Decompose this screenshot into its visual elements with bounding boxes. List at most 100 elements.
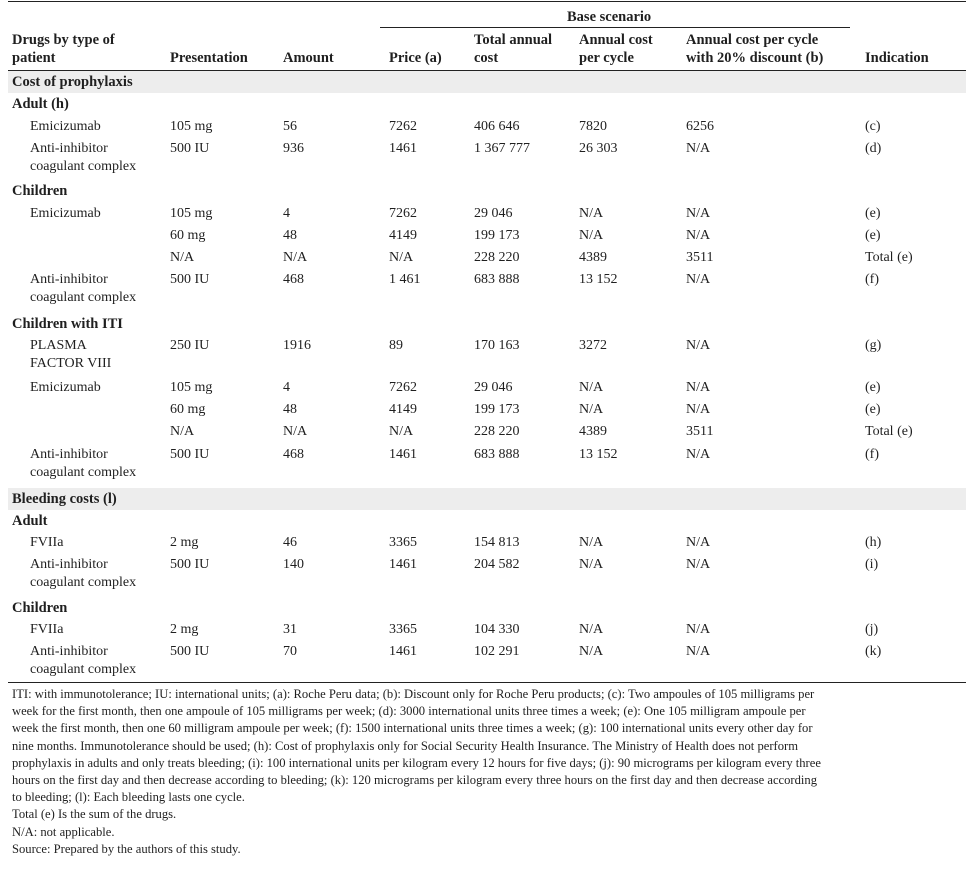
cell-amount: 936 [283,141,304,156]
cell-indication: (i) [865,557,879,572]
cell-price: 7262 [389,206,417,221]
group-children-bleeding: Children [12,600,68,616]
cell-indication: (j) [865,622,879,637]
cell-total-annual: 170 163 [474,338,520,353]
section-band-prophylaxis [8,71,966,93]
cell-drug: FACTOR VIII [30,356,112,371]
cell-total-annual: 228 220 [474,424,520,439]
base-scenario-rule [380,27,850,28]
cell-amount: 4 [283,380,290,395]
cell-annual-cycle: N/A [579,644,604,659]
cell-presentation: 105 mg [170,206,213,221]
cell-price: 1461 [389,141,417,156]
cell-drug: PLASMA [30,338,87,353]
cell-discount: N/A [686,557,711,572]
cell-annual-cycle: 4389 [579,424,607,439]
cell-indication: (c) [865,119,881,134]
cell-discount: N/A [686,272,711,287]
cell-annual-cycle: N/A [579,402,604,417]
cell-indication: (k) [865,644,882,659]
cell-price: 7262 [389,119,417,134]
cell-annual-cycle: 13 152 [579,272,618,287]
footnote-line: nine months. Immunotolerance should be u… [12,738,799,753]
cell-total-annual: 104 330 [474,622,520,637]
section-prophylaxis: Cost of prophylaxis [12,74,133,90]
cell-drug: Anti-inhibitor [30,272,108,287]
cell-discount: N/A [686,535,711,550]
header-amount: Amount [283,50,334,66]
cell-drug: coagulant complex [30,575,137,590]
cell-price: 1461 [389,644,417,659]
cell-amount: 31 [283,622,297,637]
table-bottom-rule [8,682,966,683]
cell-total-annual: 29 046 [474,380,513,395]
section-band-bleeding [8,488,966,510]
cell-total-annual: 102 291 [474,644,520,659]
header-bottom-rule [8,70,966,71]
cell-total-annual: 29 046 [474,206,513,221]
header-total-annual: Total annual [474,32,553,48]
cell-amount: N/A [283,250,308,265]
cell-amount: 468 [283,272,304,287]
cell-presentation: N/A [170,250,195,265]
cell-discount: 3511 [686,250,714,265]
cell-amount: N/A [283,424,308,439]
cell-price: N/A [389,424,414,439]
cell-indication: (g) [865,338,882,353]
cell-drug: FVIIa [30,622,64,637]
cell-discount: N/A [686,141,711,156]
cell-indication: Total (e) [865,250,913,265]
cell-amount: 46 [283,535,297,550]
cell-discount: N/A [686,338,711,353]
cell-drug: Anti-inhibitor [30,447,108,462]
cell-annual-cycle: N/A [579,380,604,395]
cell-discount: N/A [686,447,711,462]
group-adult: Adult [12,513,48,529]
cell-presentation: 500 IU [170,272,210,287]
cell-total-annual: 1 367 777 [474,141,530,156]
cell-indication: (e) [865,206,881,221]
cell-price: 1461 [389,447,417,462]
cell-presentation: 105 mg [170,119,213,134]
header-drugs: Drugs by type of [12,32,115,48]
cell-drug: FVIIa [30,535,64,550]
header-price: Price (a) [389,50,442,66]
cell-price: 3365 [389,535,417,550]
cell-drug: Emicizumab [30,206,101,221]
footnote-line: ITI: with immunotolerance; IU: internati… [12,687,815,701]
cell-discount: N/A [686,622,711,637]
cell-indication: (e) [865,380,881,395]
footnote-line: hours on the first day and then decrease… [12,773,818,787]
cell-annual-cycle: N/A [579,206,604,221]
cell-discount: N/A [686,644,711,659]
header-presentation: Presentation [170,50,248,66]
header-annual-cycle-2: per cycle [579,50,634,66]
cell-indication: (f) [865,447,879,462]
header-annual-cycle: Annual cost [579,32,653,48]
group-children: Children [12,183,68,199]
cell-amount: 1916 [283,338,311,353]
cell-annual-cycle: N/A [579,622,604,637]
cell-annual-cycle: 7820 [579,119,607,134]
cell-price: 4149 [389,402,417,417]
header-discount: Annual cost per cycle [686,32,819,48]
cell-total-annual: 199 173 [474,228,520,243]
cell-drug: coagulant complex [30,465,137,480]
cell-annual-cycle: 26 303 [579,141,618,156]
cell-drug: Anti-inhibitor [30,141,108,156]
cell-price: N/A [389,250,414,265]
footnote-line: week the first month, then one 60 millig… [12,721,813,736]
cell-total-annual: 683 888 [474,447,520,462]
cell-drug: coagulant complex [30,159,137,174]
header-total-annual-2: cost [474,50,499,66]
cell-amount: 70 [283,644,297,659]
cell-amount: 56 [283,119,297,134]
cell-price: 1461 [389,557,417,572]
cell-total-annual: 154 813 [474,535,520,550]
cell-presentation: 250 IU [170,338,210,353]
cell-discount: 3511 [686,424,714,439]
cell-presentation: 500 IU [170,644,210,659]
cell-annual-cycle: N/A [579,228,604,243]
cell-presentation: 2 mg [170,535,199,550]
